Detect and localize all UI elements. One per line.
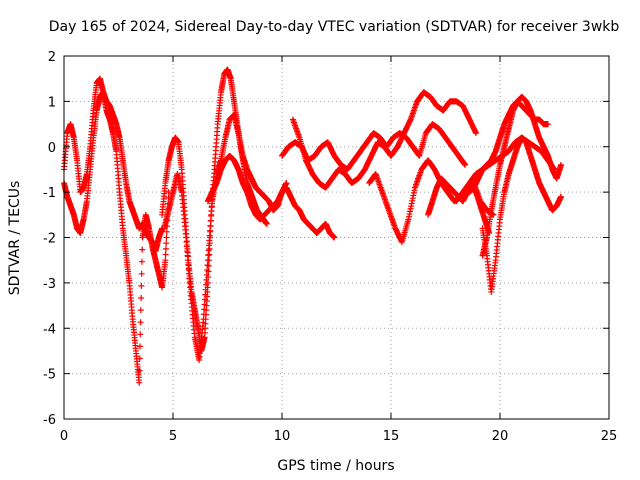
y-tick-label: 1 xyxy=(48,95,56,110)
data-point xyxy=(137,343,144,350)
y-tick-label: -6 xyxy=(43,413,56,428)
data-point xyxy=(137,319,144,326)
x-tick-label: 0 xyxy=(60,429,68,444)
data-point xyxy=(162,257,169,264)
data-point xyxy=(137,331,144,338)
data-point xyxy=(163,228,170,235)
x-tick-label: 25 xyxy=(601,429,618,444)
data-point xyxy=(136,379,143,386)
data-marks xyxy=(61,66,565,386)
y-axis-label: SDTVAR / TECUs xyxy=(7,181,23,296)
data-point xyxy=(162,245,169,252)
y-tick-label: -3 xyxy=(43,277,56,292)
data-point xyxy=(163,234,170,241)
x-tick-label: 10 xyxy=(274,429,291,444)
data-point xyxy=(163,240,170,247)
data-point xyxy=(263,220,270,227)
data-point xyxy=(139,246,146,253)
series-track-5 xyxy=(204,152,338,241)
y-tick-label: 2 xyxy=(48,50,56,65)
y-tick-label: -4 xyxy=(43,322,56,337)
y-tick-label: -1 xyxy=(43,186,56,201)
data-point xyxy=(205,262,212,269)
data-point xyxy=(138,270,145,277)
data-point xyxy=(138,282,145,289)
x-tick-label: 15 xyxy=(383,429,400,444)
data-point xyxy=(138,258,145,265)
data-point xyxy=(162,251,169,258)
series-track-2 xyxy=(61,89,166,255)
data-point xyxy=(136,367,143,374)
x-tick-label: 20 xyxy=(492,429,509,444)
y-tick-label: -5 xyxy=(43,368,56,383)
data-point xyxy=(137,307,144,314)
x-axis-label: GPS time / hours xyxy=(277,458,394,474)
y-tick-label: 0 xyxy=(48,141,56,156)
data-point xyxy=(136,355,143,362)
y-tick-labels: -6 -5 -4 -3 -2 -1 0 1 2 xyxy=(43,50,56,428)
x-tick-labels: 0 5 10 15 20 25 xyxy=(60,429,617,444)
series-track-10 xyxy=(479,93,565,259)
chart-title: Day 165 of 2024, Sidereal Day-to-day VTE… xyxy=(49,19,620,35)
data-point xyxy=(138,295,145,301)
x-tick-label: 5 xyxy=(169,429,177,444)
y-tick-label: -2 xyxy=(43,232,56,247)
data-point xyxy=(206,251,213,258)
